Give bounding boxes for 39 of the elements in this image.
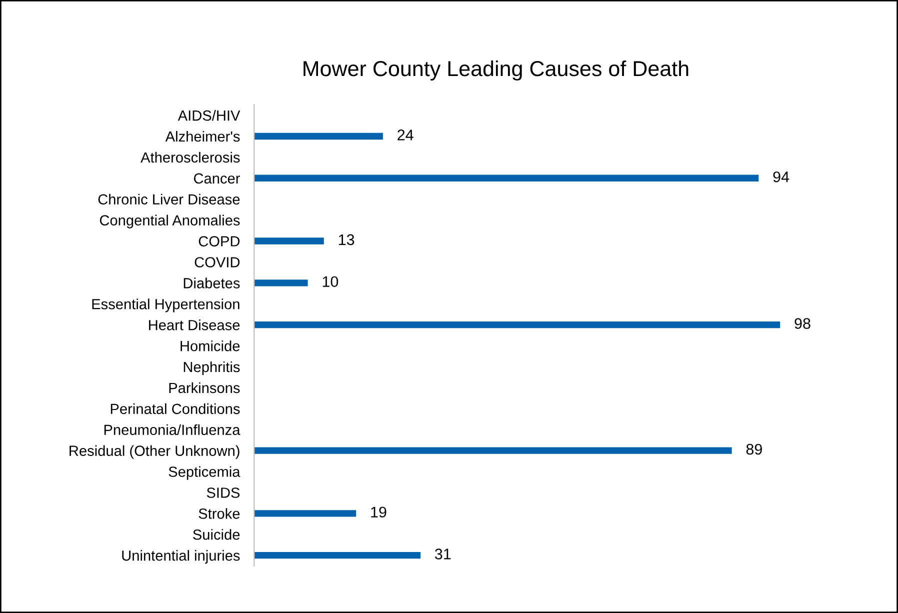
y-tick-label: Diabetes [184,278,240,288]
y-tick-label: Heart Disease [149,320,240,330]
chart-title: Mower County Leading Causes of Death [304,60,688,81]
bar [254,174,759,182]
data-label: 19 [371,506,386,518]
data-label: 94 [773,171,790,182]
data-label: 31 [434,548,451,560]
bar [254,321,780,328]
y-tick-label: Cancer [194,173,240,184]
y-tick-label: Parkinsons [169,382,240,394]
bar [254,132,383,140]
data-label: 89 [746,444,762,455]
y-tick-label: Suicide [193,529,240,540]
y-tick-label: Stroke [198,508,240,519]
data-label: 13 [338,234,354,246]
y-tick-label: Septicemia [168,466,240,480]
bar [254,510,356,517]
y-tick-label: Chronic Liver Disease [98,194,240,205]
y-tick-label: SIDS [206,488,240,498]
y-tick-label: COPD [198,236,240,246]
y-tick-label: Atherosclerosis [140,152,240,163]
bar [254,447,732,454]
data-label: 10 [322,276,338,288]
bar [254,280,308,286]
y-tick-label: COVID [194,257,240,268]
y-tick-label: Residual (Other Unknown) [70,445,240,459]
y-tick-label: Pneumonia/Influenza [104,424,240,436]
y-tick-label: Unintential injuries [122,550,240,564]
y-tick-label: Essential Hypertension [92,298,240,312]
data-label: 98 [794,318,810,329]
y-tick-label: AIDS/HIV [178,110,240,121]
data-label: 24 [398,130,414,140]
y-tick-label: Congential Anomalies [100,214,240,228]
y-tick-label: Perinatal Conditions [110,403,240,414]
y-tick-label: Nephritis [184,361,240,376]
y-tick-label: Alzheimer's [165,130,240,142]
bar [254,238,324,244]
y-tick-label: Homicide [180,340,240,352]
bar [254,552,421,559]
